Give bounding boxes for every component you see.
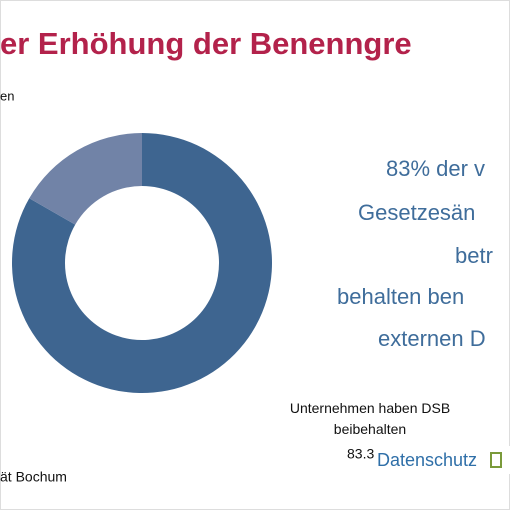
side-text-line: externen D [378,326,486,351]
side-text-line: Gesetzesän [358,200,475,225]
chart-title: er Erhöhung der Benenngre [0,26,412,61]
donut-slice [29,133,143,225]
source-text: ät Bochum [0,469,67,485]
value-label: 83.3 [347,446,374,462]
category-label: Unternehmen haben DSB beibehalten [289,400,451,437]
logo-icon [490,452,502,468]
side-text: 83% der v Gesetzesän betr behalten ben exter… [337,156,493,351]
logo-background [374,446,510,474]
legend-fragment: en [0,88,14,103]
side-text-line: behalten ben [337,284,464,309]
logo: Datenschutz [377,450,477,470]
side-text-line: betr [455,243,493,268]
donut-slice [11,133,273,393]
donut [11,133,273,393]
side-text-line: 83% der v [386,156,485,181]
